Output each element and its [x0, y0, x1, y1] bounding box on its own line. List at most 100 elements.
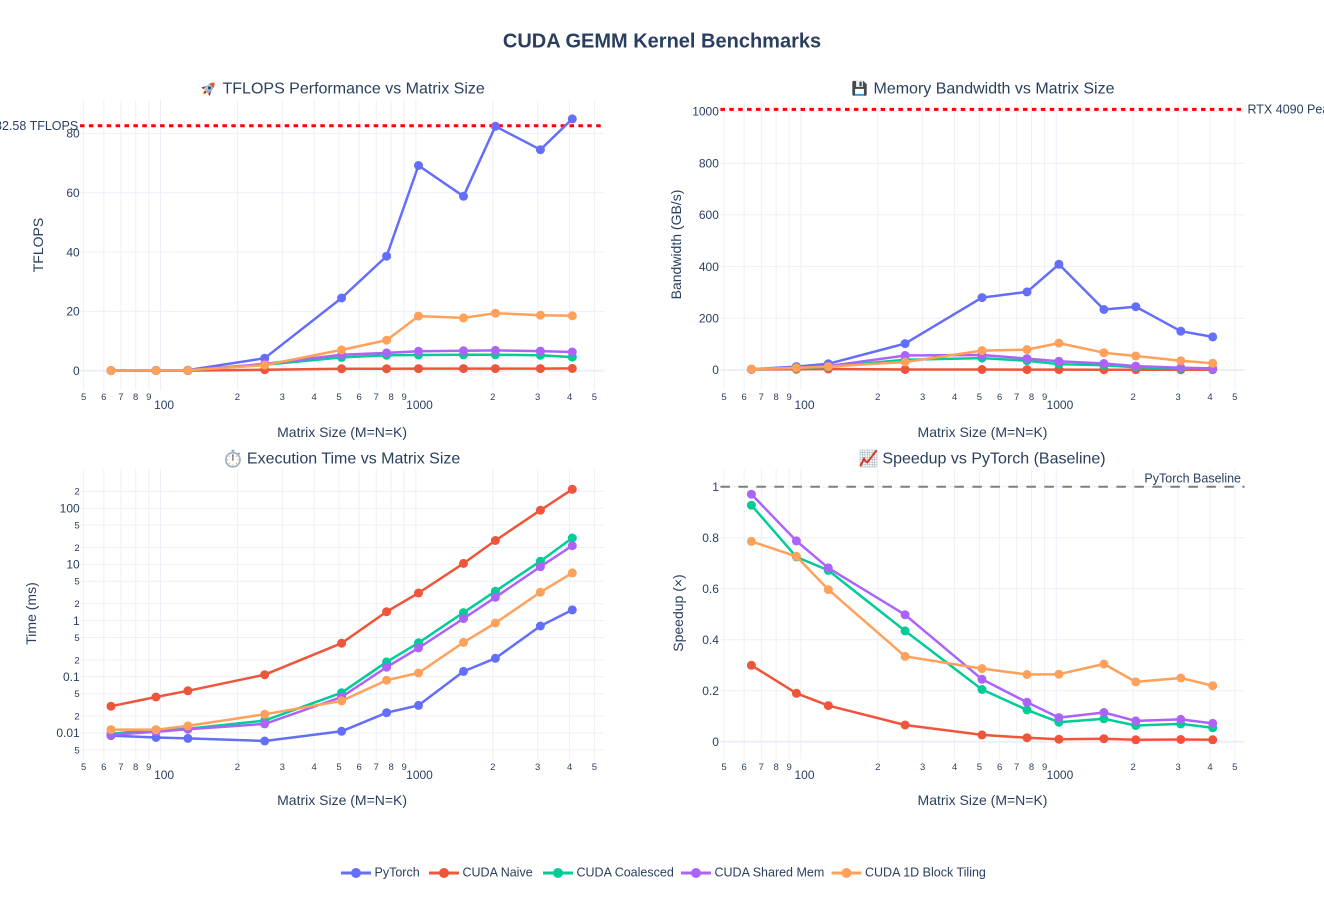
svg-text:3: 3	[920, 762, 925, 773]
svg-text:1000: 1000	[1047, 768, 1074, 782]
svg-text:3: 3	[280, 392, 285, 403]
svg-text:9: 9	[787, 392, 792, 403]
svg-text:5: 5	[74, 521, 79, 532]
svg-text:2: 2	[235, 762, 240, 773]
svg-text:TFLOPS Performance vs Matrix S: TFLOPS Performance vs Matrix Size	[223, 81, 485, 98]
svg-text:7: 7	[374, 762, 379, 773]
svg-text:8: 8	[773, 392, 778, 403]
svg-text:CUDA 1D Block Tiling: CUDA 1D Block Tiling	[865, 866, 986, 880]
svg-text:2: 2	[74, 487, 79, 498]
svg-text:8: 8	[773, 762, 778, 773]
svg-text:TFLOPS: TFLOPS	[30, 218, 46, 272]
svg-text:400: 400	[699, 260, 719, 274]
svg-text:3: 3	[535, 762, 540, 773]
svg-text:0.4: 0.4	[702, 633, 719, 647]
svg-text:4: 4	[567, 392, 572, 403]
svg-text:100: 100	[60, 501, 80, 515]
svg-text:600: 600	[699, 208, 719, 222]
svg-text:CUDA Shared Mem: CUDA Shared Mem	[715, 866, 825, 880]
svg-text:8: 8	[133, 762, 138, 773]
svg-text:9: 9	[146, 762, 151, 773]
svg-text:100: 100	[154, 768, 174, 782]
svg-text:4: 4	[952, 762, 957, 773]
svg-text:80: 80	[66, 127, 80, 141]
svg-text:5: 5	[977, 762, 982, 773]
svg-text:5: 5	[74, 745, 79, 756]
svg-text:CUDA Coalesced: CUDA Coalesced	[577, 866, 674, 880]
svg-text:8: 8	[1029, 762, 1034, 773]
svg-text:Matrix Size (M=N=K): Matrix Size (M=N=K)	[277, 424, 407, 440]
svg-text:6: 6	[997, 762, 1002, 773]
svg-text:82.58 TFLOPS: 82.58 TFLOPS	[0, 119, 78, 133]
svg-text:0.1: 0.1	[63, 670, 80, 684]
svg-text:8: 8	[388, 392, 393, 403]
svg-text:1000: 1000	[1047, 398, 1074, 412]
svg-text:3: 3	[1175, 392, 1180, 403]
svg-text:2: 2	[235, 392, 240, 403]
svg-text:200: 200	[699, 312, 719, 326]
svg-text:2: 2	[1131, 392, 1136, 403]
svg-text:7: 7	[1014, 762, 1019, 773]
svg-text:5: 5	[721, 762, 726, 773]
svg-text:2: 2	[74, 655, 79, 666]
svg-text:CUDA Naive: CUDA Naive	[463, 866, 533, 880]
svg-text:5: 5	[74, 689, 79, 700]
svg-text:4: 4	[1207, 762, 1212, 773]
svg-text:100: 100	[794, 768, 814, 782]
svg-text:5: 5	[592, 392, 597, 403]
svg-text:Bandwidth (GB/s): Bandwidth (GB/s)	[668, 190, 684, 300]
svg-text:1: 1	[712, 480, 719, 494]
svg-text:5: 5	[74, 633, 79, 644]
svg-text:2: 2	[490, 762, 495, 773]
svg-text:5: 5	[1232, 762, 1237, 773]
svg-text:Matrix Size (M=N=K): Matrix Size (M=N=K)	[918, 424, 1048, 440]
svg-text:5: 5	[592, 762, 597, 773]
svg-text:7: 7	[759, 762, 764, 773]
svg-text:40: 40	[66, 245, 80, 259]
svg-text:6: 6	[742, 392, 747, 403]
svg-text:0: 0	[712, 363, 719, 377]
svg-text:Speedup (×): Speedup (×)	[670, 574, 686, 651]
svg-text:1: 1	[73, 614, 80, 628]
svg-text:5: 5	[1232, 392, 1237, 403]
svg-text:6: 6	[357, 392, 362, 403]
svg-text:100: 100	[794, 398, 814, 412]
svg-text:5: 5	[81, 392, 86, 403]
svg-text:Memory Bandwidth vs Matrix Siz: Memory Bandwidth vs Matrix Size	[874, 81, 1115, 98]
svg-text:2: 2	[1131, 762, 1136, 773]
svg-text:800: 800	[699, 156, 719, 170]
svg-text:9: 9	[402, 392, 407, 403]
svg-text:6: 6	[742, 762, 747, 773]
svg-text:5: 5	[977, 392, 982, 403]
svg-text:0.8: 0.8	[702, 531, 719, 545]
svg-text:3: 3	[1175, 762, 1180, 773]
svg-text:Matrix Size (M=N=K): Matrix Size (M=N=K)	[277, 792, 407, 808]
svg-text:9: 9	[1042, 762, 1047, 773]
svg-text:5: 5	[74, 577, 79, 588]
svg-text:0: 0	[73, 364, 80, 378]
svg-text:1000: 1000	[406, 768, 433, 782]
svg-text:9: 9	[402, 762, 407, 773]
svg-text:100: 100	[154, 398, 174, 412]
svg-text:2: 2	[74, 712, 79, 723]
svg-text:60: 60	[66, 186, 80, 200]
svg-text:2: 2	[74, 543, 79, 554]
svg-text:2: 2	[74, 599, 79, 610]
svg-text:8: 8	[133, 392, 138, 403]
svg-text:5: 5	[721, 392, 726, 403]
svg-text:7: 7	[118, 762, 123, 773]
svg-text:5: 5	[81, 762, 86, 773]
svg-text:7: 7	[759, 392, 764, 403]
svg-text:4: 4	[312, 392, 317, 403]
svg-text:8: 8	[1029, 392, 1034, 403]
svg-text:0.01: 0.01	[56, 726, 80, 740]
svg-text:4: 4	[1207, 392, 1212, 403]
svg-text:6: 6	[357, 762, 362, 773]
svg-text:Matrix Size (M=N=K): Matrix Size (M=N=K)	[918, 792, 1048, 808]
svg-text:4: 4	[567, 762, 572, 773]
svg-text:6: 6	[101, 762, 106, 773]
svg-text:2: 2	[875, 762, 880, 773]
svg-text:0.6: 0.6	[702, 582, 719, 596]
svg-text:5: 5	[336, 392, 341, 403]
svg-text:5: 5	[336, 762, 341, 773]
